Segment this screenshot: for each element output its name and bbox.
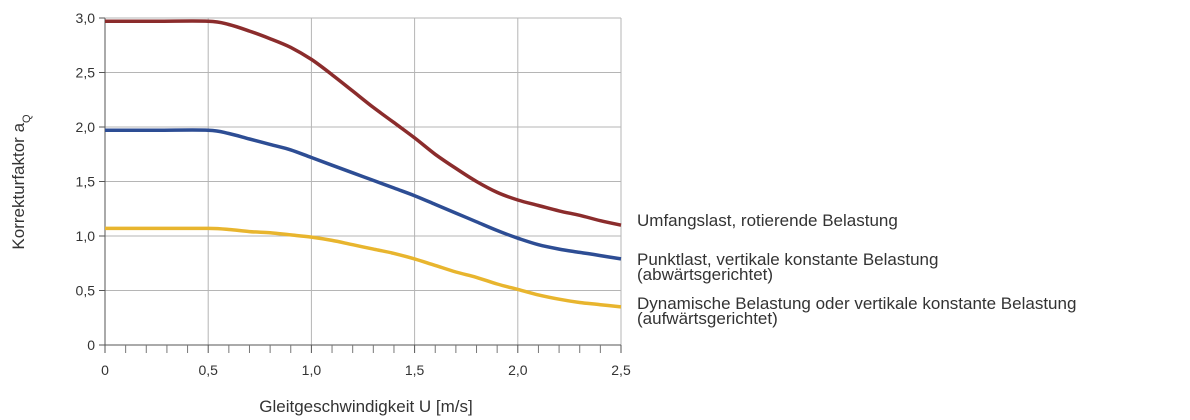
series-label-line: Punktlast, vertikale konstante Belastung xyxy=(637,250,938,269)
x-axis-title: Gleitgeschwindigkeit U [m/s] xyxy=(259,397,473,416)
series-label-2: Punktlast, vertikale konstante Belastung… xyxy=(637,250,938,284)
y-tick-label: 2,0 xyxy=(76,119,96,135)
x-tick-label: 0,5 xyxy=(198,362,218,378)
series-label-1: Umfangslast, rotierende Belastung xyxy=(637,211,898,230)
y-axis-title: Korrekturfaktor aQ xyxy=(9,114,33,250)
ticks: 0 0,5 1,0 1,5 2,0 2,5 3,0 0 0,5 1,0 1,5 2,0 2,5 xyxy=(76,10,631,378)
x-tick-label: 1,5 xyxy=(405,362,425,378)
y-tick-label: 3,0 xyxy=(76,10,96,26)
y-tick-label: 0 xyxy=(87,337,95,353)
series-label-3: Dynamische Belastung oder vertikale kons… xyxy=(637,294,1076,328)
y-tick-label: 1,0 xyxy=(76,228,96,244)
y-tick-label: 1,5 xyxy=(76,174,96,190)
series-label-line: (abwärtsgerichtet) xyxy=(637,265,773,284)
x-tick-label: 0 xyxy=(101,362,109,378)
x-tick-label: 2,0 xyxy=(508,362,528,378)
series-lines xyxy=(104,19,622,309)
series-line-3 xyxy=(104,226,622,309)
series-label-line: Umfangslast, rotierende Belastung xyxy=(637,211,898,230)
series-label-line: (aufwärtsgerichtet) xyxy=(637,309,778,328)
series-line-2 xyxy=(104,128,622,261)
series-label-line: Dynamische Belastung oder vertikale kons… xyxy=(637,294,1076,313)
y-tick-label: 2,5 xyxy=(76,65,96,81)
y-axis-title-subscript: Q xyxy=(21,114,33,123)
x-tick-label: 1,0 xyxy=(302,362,322,378)
series-labels: Umfangslast, rotierende Belastung Punktla… xyxy=(637,211,1076,328)
y-axis-title-main: Korrekturfaktor a xyxy=(9,122,28,249)
y-tick-label: 0,5 xyxy=(76,283,96,299)
x-tick-label: 2,5 xyxy=(611,362,631,378)
series-line-1 xyxy=(105,19,622,227)
